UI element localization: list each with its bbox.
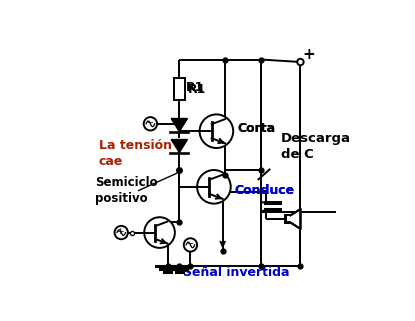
Circle shape — [115, 226, 128, 239]
Bar — [286, 215, 290, 222]
Text: R1: R1 — [188, 83, 206, 96]
Text: R1: R1 — [186, 82, 205, 94]
Text: −: − — [146, 118, 153, 127]
Polygon shape — [171, 140, 188, 152]
Bar — [286, 215, 290, 223]
Circle shape — [200, 114, 233, 148]
Bar — [174, 78, 185, 100]
Text: Corta: Corta — [237, 122, 276, 135]
Circle shape — [197, 170, 231, 204]
Circle shape — [297, 59, 304, 65]
Circle shape — [184, 238, 197, 252]
Text: La tensión
cae: La tensión cae — [99, 139, 172, 168]
Text: Corta: Corta — [237, 122, 276, 135]
Text: +: + — [116, 227, 123, 236]
Polygon shape — [290, 209, 301, 229]
Circle shape — [144, 217, 175, 248]
Circle shape — [144, 117, 157, 130]
Text: Conduce: Conduce — [234, 184, 295, 197]
Polygon shape — [171, 118, 188, 132]
Polygon shape — [290, 209, 300, 229]
Text: Semiciclo
positivo: Semiciclo positivo — [95, 176, 158, 205]
Text: Descarga
de C: Descarga de C — [281, 132, 351, 160]
Text: Conduce: Conduce — [234, 184, 295, 197]
Text: +: + — [302, 47, 315, 62]
Text: −: − — [186, 239, 193, 248]
Text: Señal invertida: Señal invertida — [183, 265, 290, 279]
